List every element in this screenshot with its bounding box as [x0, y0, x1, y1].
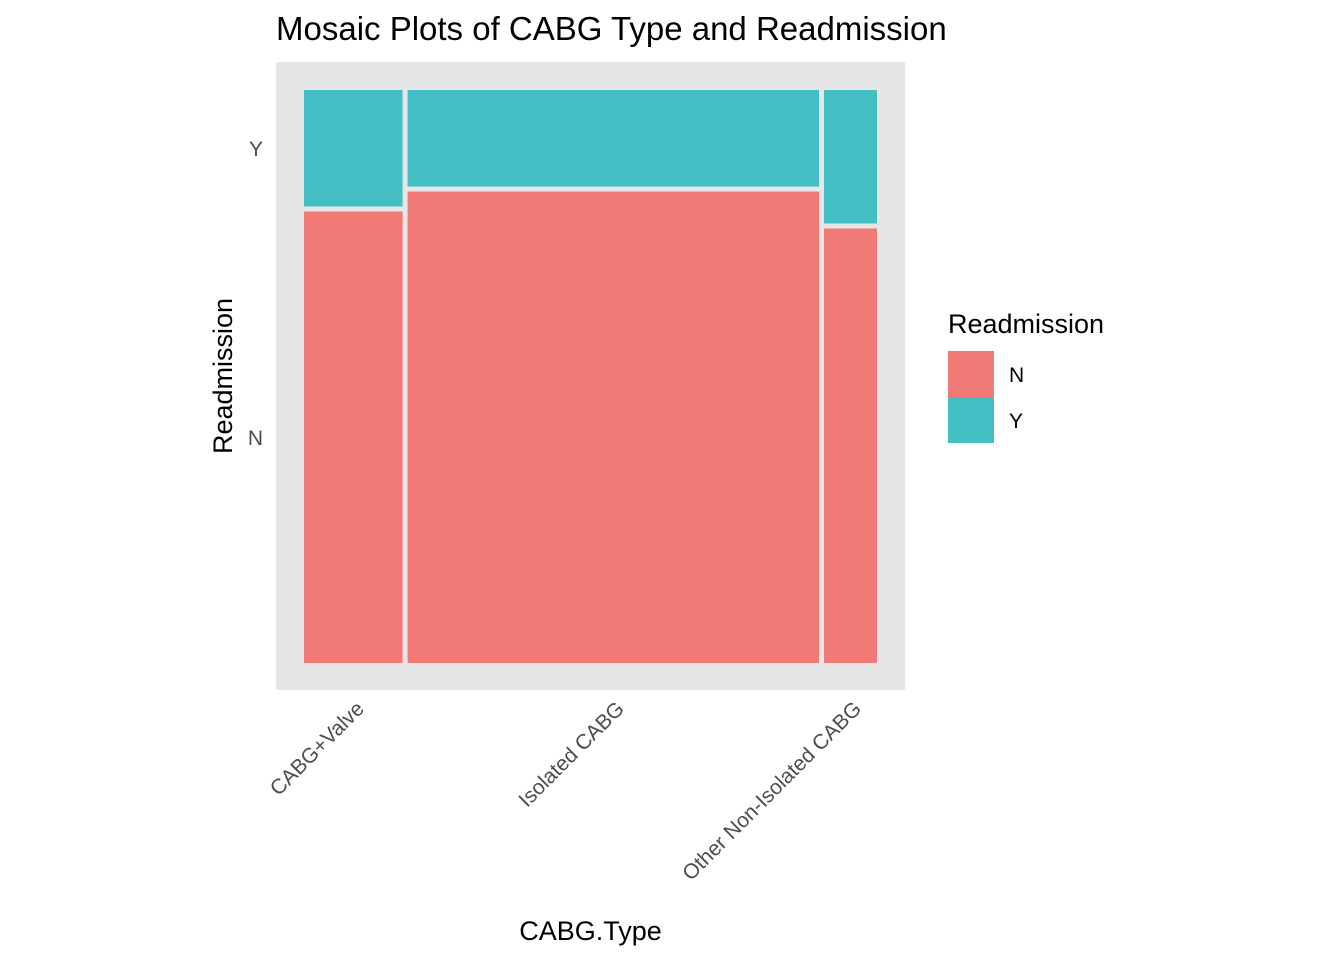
- chart-title: Mosaic Plots of CABG Type and Readmissio…: [276, 10, 947, 47]
- mosaic-tile-n-3: [824, 228, 877, 664]
- mosaic-tile-n-2: [407, 191, 820, 663]
- x-axis-title: CABG.Type: [519, 916, 662, 946]
- mosaic-tiles: [304, 90, 877, 664]
- mosaic-tile-y-2: [407, 90, 820, 187]
- y-tick-label-y: Y: [249, 138, 263, 161]
- x-tick-label: Isolated CABG: [514, 697, 628, 811]
- y-axis-title: Readmission: [208, 298, 238, 454]
- legend-key-y: [948, 397, 994, 443]
- legend-title: Readmission: [948, 309, 1104, 339]
- mosaic-tile-y-3: [824, 90, 877, 224]
- x-tick-label: CABG+Valve: [266, 697, 369, 800]
- y-axis-ticks: NY: [248, 138, 263, 450]
- x-axis-ticks: CABG+Valve Isolated CABG Other Non-Isolate…: [266, 697, 866, 885]
- legend-label-y: Y: [1009, 410, 1023, 433]
- mosaic-tile-n-1: [304, 211, 403, 663]
- legend: Readmission NY: [948, 309, 1104, 443]
- legend-key-n: [948, 351, 994, 397]
- mosaic-tile-y-1: [304, 90, 403, 207]
- legend-label-n: N: [1009, 364, 1024, 387]
- y-tick-label-n: N: [248, 427, 263, 450]
- x-tick-label: Other Non-Isolated CABG: [678, 697, 866, 885]
